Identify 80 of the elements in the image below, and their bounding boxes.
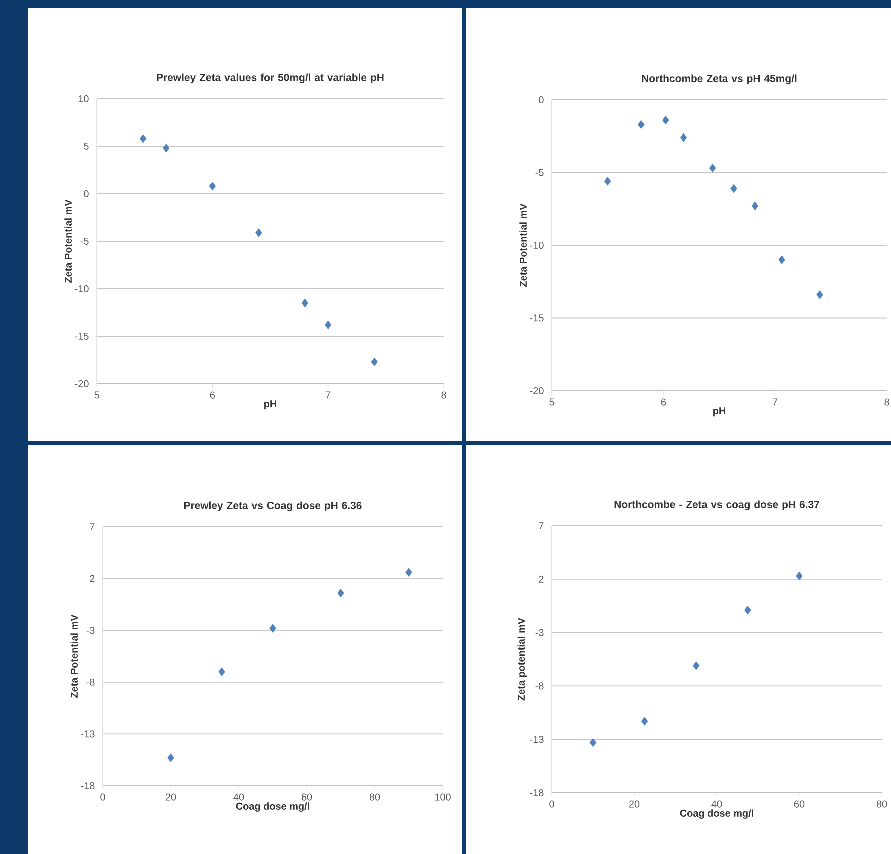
point: [371, 358, 378, 367]
point: [680, 133, 688, 142]
point: [752, 202, 759, 211]
y-tick-label: -20: [530, 387, 544, 395]
point: [744, 606, 752, 615]
x-tick-label: 20: [629, 800, 640, 808]
point: [163, 144, 170, 153]
y-axis-title: Zeta Potential mV: [520, 204, 527, 287]
point: [709, 164, 716, 173]
y-axis-title: Zeta Potential mV: [64, 200, 72, 283]
point: [324, 320, 332, 330]
x-tick-label: 0: [550, 800, 554, 808]
x-tick-label: 40: [234, 794, 244, 801]
y-tick-label: 7: [90, 524, 95, 530]
x-tick-label: 7: [326, 392, 331, 399]
y-tick-label: -5: [80, 238, 89, 245]
y-tick-label: 0: [84, 190, 89, 198]
point: [641, 717, 648, 726]
y-tick-label: -15: [75, 333, 89, 340]
point: [662, 116, 670, 125]
y-tick-label: -3: [86, 627, 95, 634]
y-tick-label: 0: [539, 96, 544, 104]
x-tick-label: 60: [794, 800, 805, 808]
point: [209, 182, 216, 191]
x-axis-title: Coag dose mg/l: [680, 810, 754, 819]
y-tick-label: -10: [75, 285, 89, 293]
x-tick-label: 5: [550, 398, 554, 406]
chart-title: Prewley Zeta vs Coag dose pH 6.36: [184, 502, 362, 512]
y-tick-label: -10: [530, 242, 544, 250]
x-tick-label: 40: [712, 800, 722, 808]
point: [604, 177, 612, 186]
y-tick-label: 2: [90, 575, 95, 582]
chart-title: Northcombe - Zeta vs coag dose pH 6.37: [614, 500, 820, 511]
y-tick-label: 10: [78, 95, 89, 103]
x-tick-label: 6: [210, 392, 216, 399]
y-tick-label: 7: [539, 522, 544, 530]
x-tick-label: 6: [661, 398, 666, 406]
y-tick-label: -3: [536, 629, 544, 636]
point: [302, 298, 309, 308]
x-tick-label: 8: [884, 398, 890, 406]
point: [270, 624, 276, 633]
y-axis-title: Zeta potential mV: [518, 618, 527, 701]
point: [590, 738, 597, 748]
y-tick-label: -8: [536, 682, 544, 690]
x-axis-title: Coag dose mg/l: [236, 802, 310, 812]
point: [256, 228, 262, 238]
point: [816, 290, 824, 300]
x-tick-label: 100: [435, 794, 451, 801]
x-tick-label: 60: [302, 794, 312, 801]
chart-title: Prewley Zeta values for 50mg/l at variable pH: [157, 74, 384, 84]
y-tick-label: -13: [81, 730, 95, 738]
x-axis-title: pH: [264, 400, 276, 410]
x-tick-label: 80: [370, 794, 380, 801]
point: [218, 668, 226, 676]
y-tick-label: -8: [86, 678, 95, 686]
x-tick-label: 8: [442, 392, 446, 399]
y-tick-label: 2: [539, 576, 544, 583]
y-tick-label: -20: [75, 380, 89, 388]
point: [406, 568, 412, 577]
y-tick-label: -15: [530, 314, 544, 322]
point: [730, 184, 738, 194]
y-tick-label: -5: [536, 169, 544, 176]
point: [140, 134, 147, 144]
x-tick-label: 80: [876, 800, 888, 808]
point: [638, 120, 645, 130]
y-axis-title: Zeta Potential mV: [70, 614, 78, 698]
x-tick-label: 20: [166, 794, 176, 801]
x-tick-label: 0: [100, 794, 106, 801]
chart-title: Northcombe Zeta vs pH 45mg/l: [642, 74, 797, 84]
point: [796, 572, 803, 581]
point: [168, 754, 174, 762]
x-axis-title: pH: [714, 408, 726, 417]
point: [338, 588, 344, 598]
point: [693, 662, 700, 670]
x-tick-label: 7: [773, 398, 778, 406]
y-tick-label: -18: [81, 782, 95, 790]
point: [778, 256, 786, 264]
y-tick-label: -13: [530, 736, 544, 744]
y-tick-label: -18: [530, 789, 544, 797]
y-tick-label: 5: [84, 143, 89, 150]
